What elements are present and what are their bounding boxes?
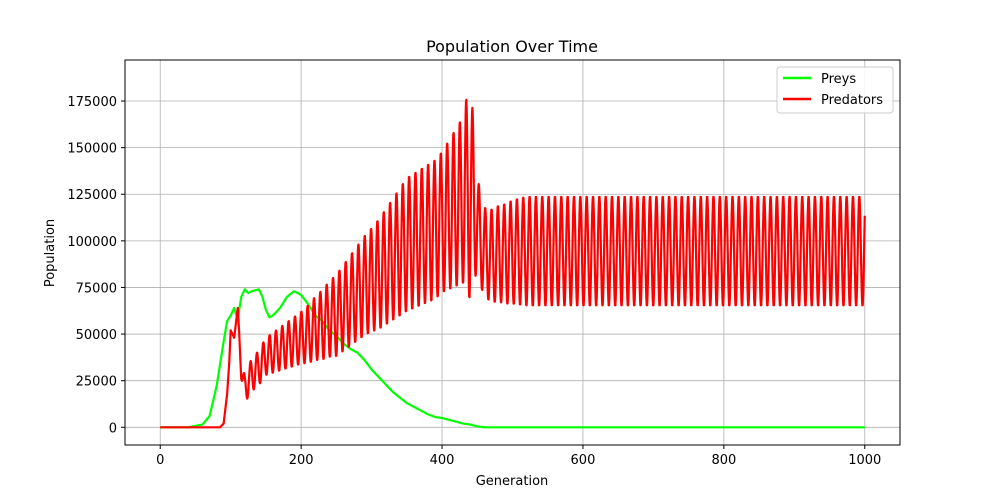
x-axis-label: Generation xyxy=(476,474,549,489)
series-layer xyxy=(159,98,866,429)
y-tick-label: 75000 xyxy=(76,281,117,296)
y-tick-label: 125000 xyxy=(67,188,117,203)
x-tick-label: 200 xyxy=(289,453,314,468)
y-tick-label: 25000 xyxy=(76,375,117,390)
y-tick-label: 150000 xyxy=(67,142,117,157)
legend: Preys Predators xyxy=(776,66,894,114)
legend-label-predators: Predators xyxy=(821,93,883,108)
y-tick-label: 50000 xyxy=(76,328,117,343)
y-tick-label: 175000 xyxy=(67,95,117,110)
series-line-preys xyxy=(159,288,866,429)
y-tick-label: 100000 xyxy=(67,235,117,250)
x-tick-label: 800 xyxy=(711,453,736,468)
ticks: 0 200 400 600 800 1000 0 25000 50000 75000 100000 1… xyxy=(67,95,881,468)
plot-frame xyxy=(124,59,901,446)
x-tick-label: 0 xyxy=(156,453,164,468)
x-tick-label: 600 xyxy=(571,453,596,468)
y-tick-label: 0 xyxy=(109,421,117,436)
x-tick-label: 400 xyxy=(430,453,455,468)
x-tick-label: 1000 xyxy=(848,453,881,468)
y-axis-label: Population xyxy=(43,219,58,287)
series-line-predators xyxy=(159,98,866,429)
legend-label-preys: Preys xyxy=(821,72,856,87)
chart-title: Population Over Time xyxy=(426,37,598,56)
